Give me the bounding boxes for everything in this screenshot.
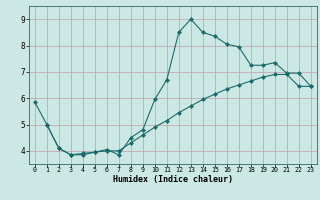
X-axis label: Humidex (Indice chaleur): Humidex (Indice chaleur) <box>113 175 233 184</box>
